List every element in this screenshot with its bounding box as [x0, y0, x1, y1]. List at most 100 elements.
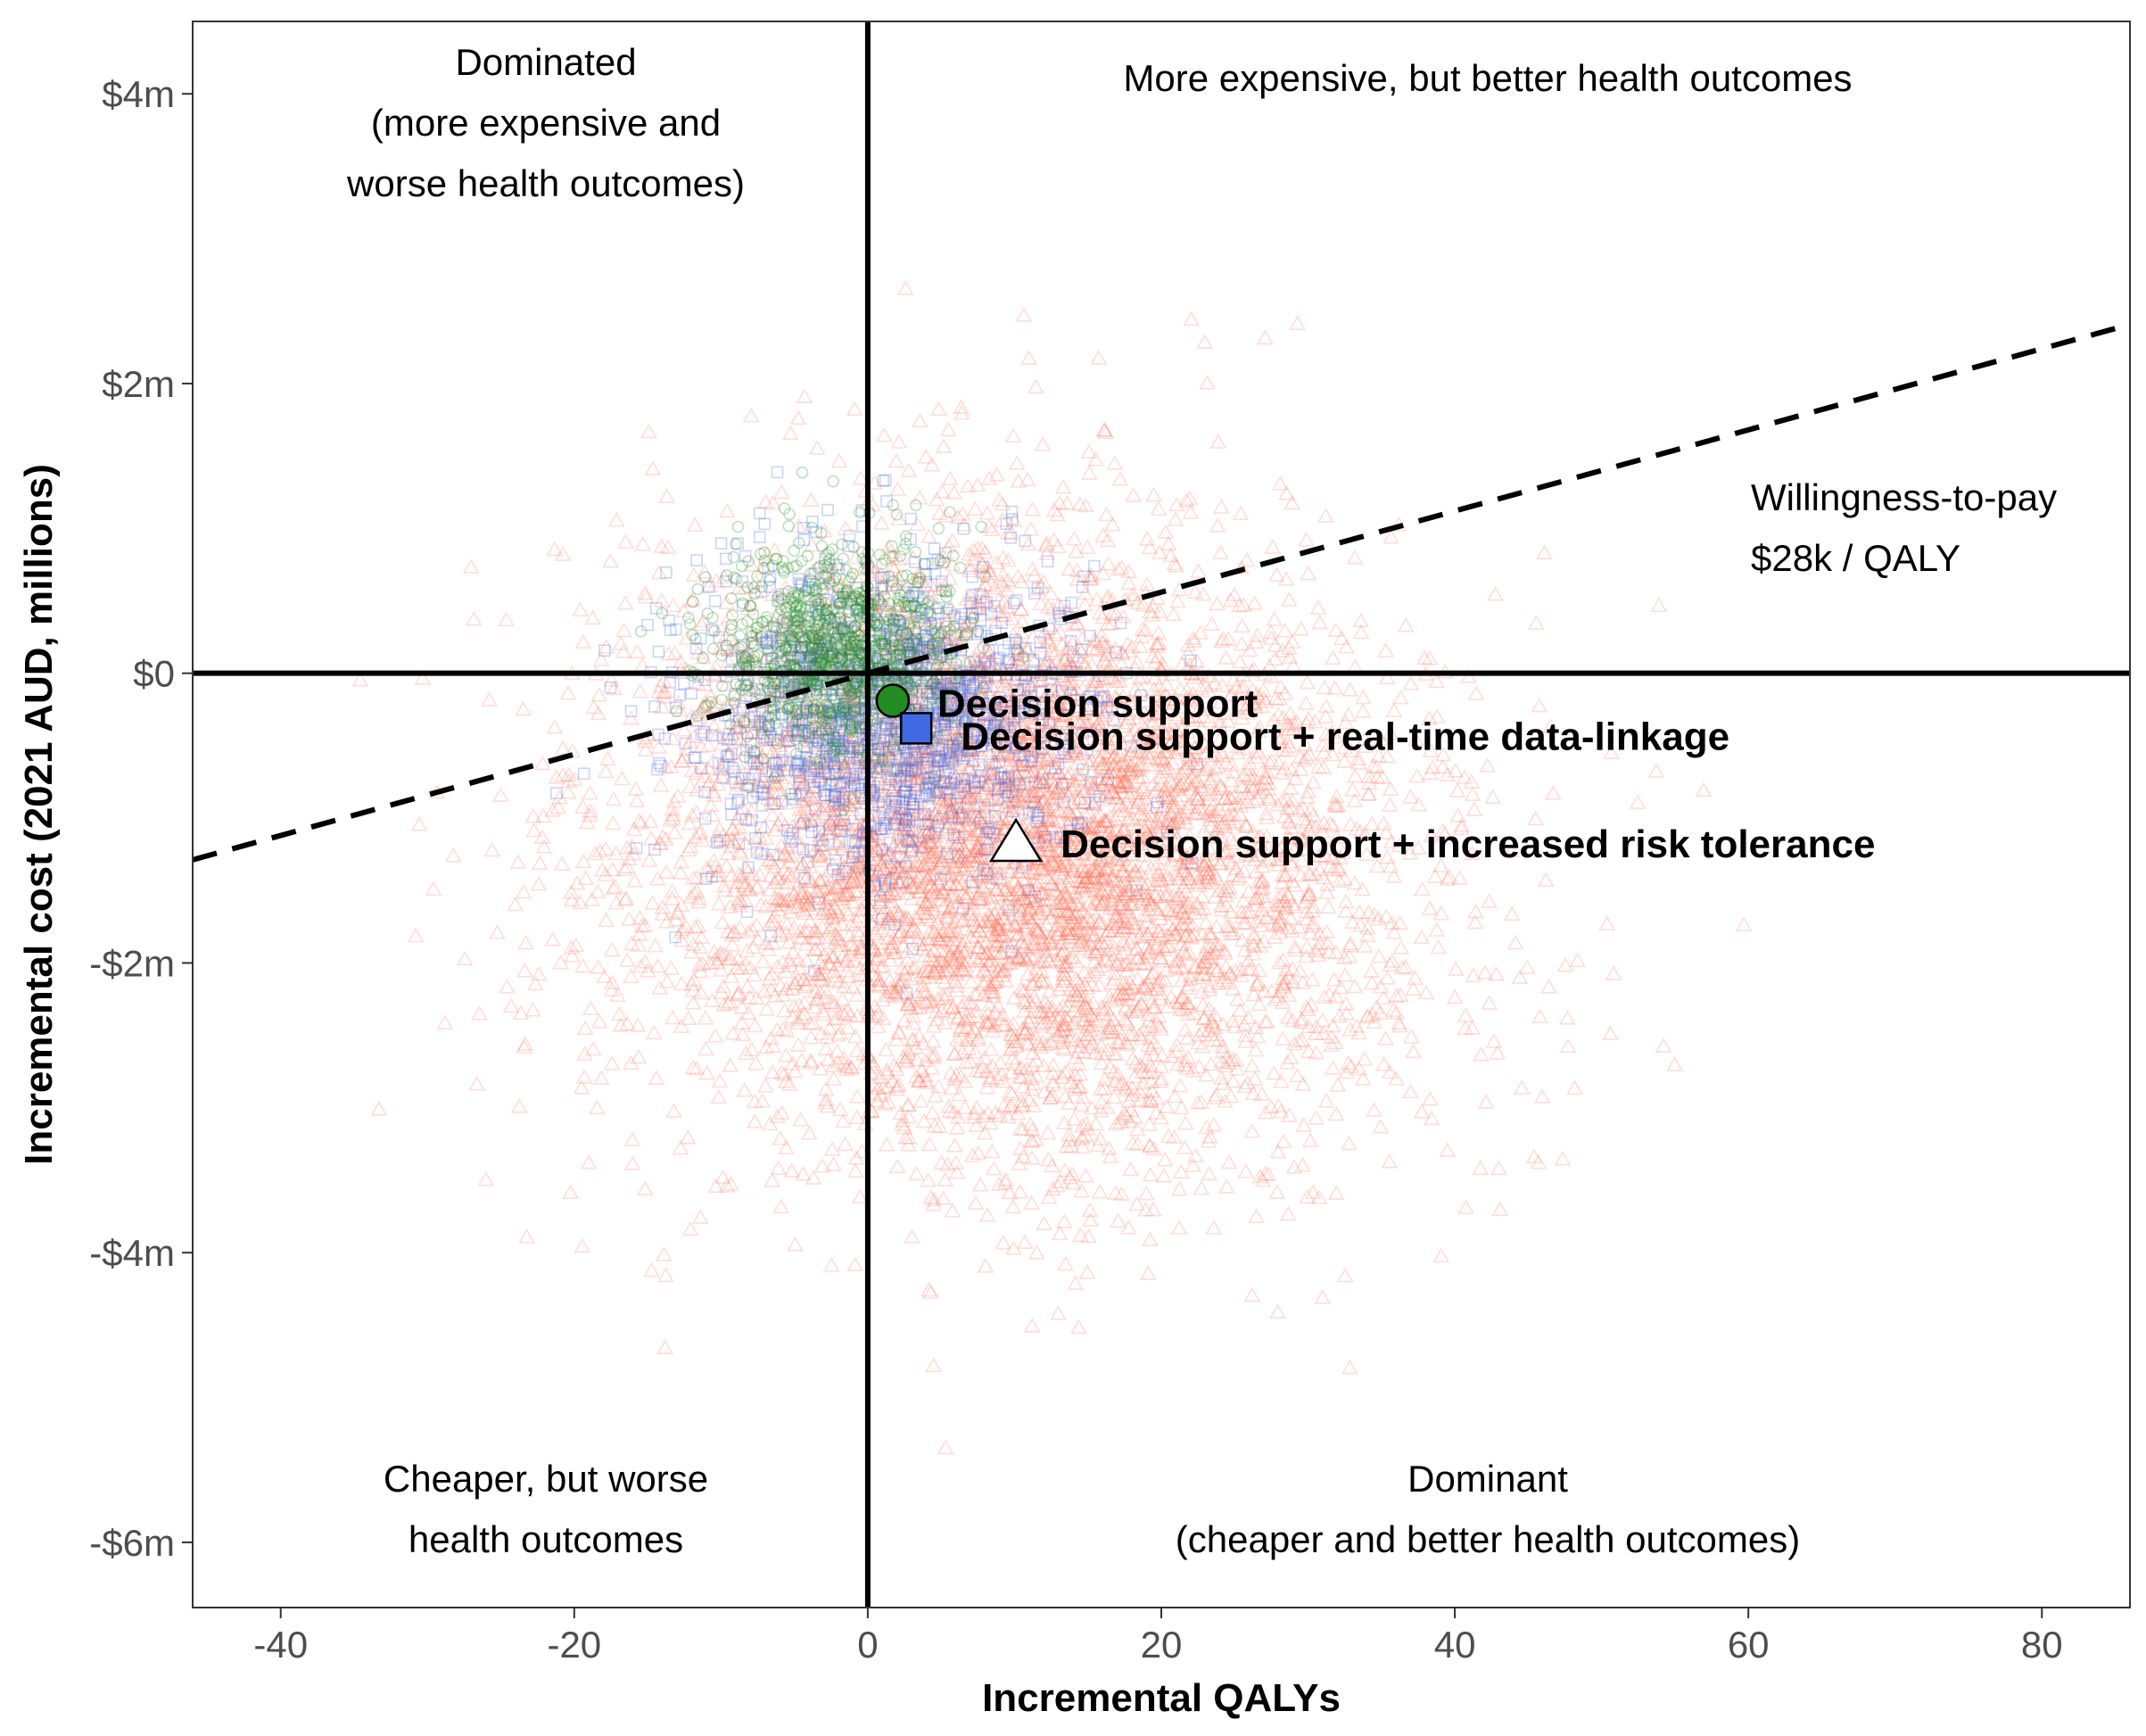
cloud-point: [1146, 998, 1164, 1014]
cloud-point: [802, 492, 820, 507]
cloud-point: [1139, 756, 1157, 772]
cloud-point: [887, 732, 904, 747]
cloud-point: [1177, 804, 1195, 819]
cloud-point: [1087, 673, 1105, 689]
cloud-point: [1091, 1130, 1109, 1146]
cloud-point: [707, 572, 725, 588]
cloud-point: [978, 1079, 996, 1095]
cloud-point: [737, 892, 755, 908]
cloud-point: [1234, 903, 1250, 919]
cloud-point: [1124, 816, 1142, 832]
cloud-point: [1133, 980, 1151, 995]
cloud-point: [885, 638, 903, 654]
cloud-point: [1118, 636, 1136, 651]
cloud-point: [1034, 1004, 1052, 1019]
cloud-point: [1150, 864, 1168, 879]
cloud-point: [1088, 673, 1105, 688]
cloud-point: [1232, 967, 1250, 983]
cloud-point: [953, 1029, 970, 1044]
cloud-point: [882, 898, 899, 914]
cloud-point: [1280, 640, 1298, 655]
cloud-point: [695, 612, 713, 628]
cloud-point: [928, 784, 945, 799]
cloud-point: [958, 888, 975, 904]
cloud-point: [709, 776, 727, 791]
cloud-point: [1186, 958, 1204, 973]
cloud-point: [1064, 860, 1081, 875]
cloud-point: [939, 740, 957, 755]
cloud-point: [1100, 638, 1118, 654]
cloud-point: [1085, 859, 1102, 875]
cloud-point: [1023, 806, 1041, 822]
cloud-point: [1076, 996, 1094, 1012]
cloud-point: [1274, 1030, 1292, 1046]
cloud-point: [851, 789, 869, 805]
cloud-point: [1341, 938, 1359, 953]
cloud-point: [1182, 854, 1200, 870]
cloud-point: [915, 970, 933, 985]
cloud-point: [1695, 781, 1713, 798]
cloud-point: [1152, 1109, 1170, 1125]
cloud-point: [924, 844, 942, 859]
cloud-point: [1156, 972, 1174, 988]
cloud-point: [601, 552, 619, 568]
cloud-point: [1149, 856, 1167, 871]
cloud-point: [879, 739, 897, 754]
cloud-point: [991, 915, 1008, 930]
cloud-point: [1214, 1037, 1232, 1054]
cloud-point: [962, 973, 980, 989]
cloud-point: [710, 896, 728, 911]
cloud-point: [917, 822, 935, 837]
cloud-point: [941, 922, 959, 938]
cloud-point: [1151, 990, 1169, 1006]
cloud-point: [1138, 1050, 1156, 1065]
cloud-point: [945, 845, 963, 860]
cloud-point: [1082, 774, 1100, 790]
cloud-point: [839, 817, 857, 832]
cloud-point: [1001, 699, 1019, 714]
cloud-point: [994, 1006, 1011, 1021]
cloud-point: [688, 765, 706, 780]
cloud-point: [1352, 823, 1369, 839]
cloud-point: [916, 838, 933, 853]
cloud-point: [1325, 1017, 1341, 1033]
cloud-point: [995, 1234, 1012, 1250]
cloud-point: [852, 960, 870, 975]
cloud-point: [607, 511, 625, 527]
cloud-point: [1123, 742, 1141, 758]
cloud-point: [723, 926, 741, 942]
cloud-point: [806, 983, 824, 998]
cloud-point: [1213, 1053, 1231, 1069]
cloud-point: [1135, 890, 1151, 905]
cloud-point: [948, 948, 966, 963]
cloud-point: [936, 1014, 953, 1030]
cloud-point: [970, 839, 988, 856]
cloud-point: [908, 1051, 926, 1067]
cloud-point: [1370, 947, 1388, 963]
cloud-point: [722, 968, 740, 984]
cloud-point: [986, 905, 1003, 922]
cloud-point: [932, 930, 950, 947]
cloud-point: [1234, 682, 1251, 698]
cloud-point: [1059, 1062, 1077, 1078]
cloud-point: [1237, 914, 1255, 930]
cloud-point: [1054, 930, 1072, 945]
cloud-point: [975, 592, 993, 608]
cloud-point: [1014, 856, 1031, 872]
cloud-point: [1062, 1028, 1080, 1043]
cloud-point: [1067, 1049, 1085, 1064]
cloud-point: [877, 841, 895, 857]
cloud-point: [1464, 1020, 1482, 1035]
cloud-point: [905, 614, 923, 630]
cloud-point: [1122, 1003, 1140, 1019]
cloud-point: [597, 866, 615, 881]
cloud-point: [630, 1048, 648, 1064]
cloud-point: [880, 538, 898, 554]
cloud-point: [603, 1055, 621, 1071]
cloud-point: [1045, 801, 1063, 816]
cloud-point: [1084, 796, 1102, 811]
cloud-point: [1291, 963, 1308, 978]
cloud-point: [1341, 1021, 1359, 1037]
cloud-point: [1391, 837, 1408, 853]
cloud-point: [1052, 902, 1070, 918]
